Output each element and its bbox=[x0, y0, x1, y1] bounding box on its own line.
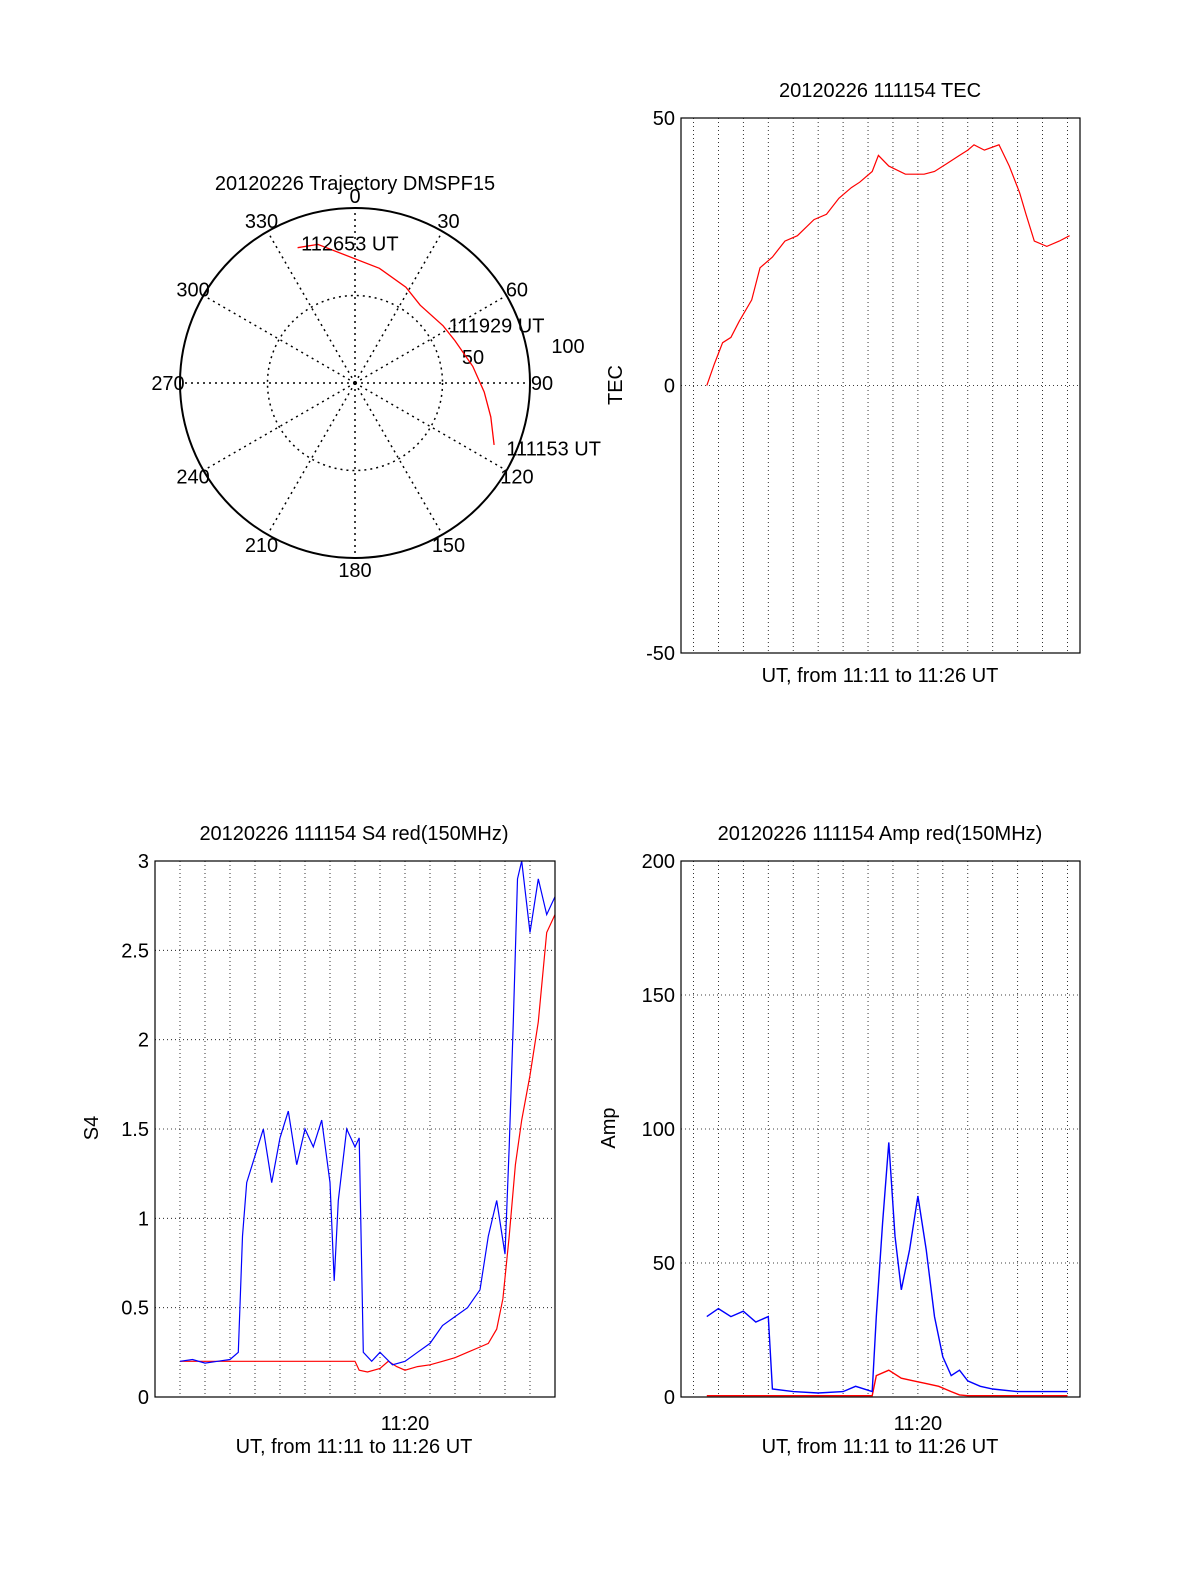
amp-title: 20120226 111154 Amp red(150MHz) bbox=[718, 823, 1043, 845]
y-tick-label: 1 bbox=[138, 1208, 149, 1230]
tec-panel: 20120226 111154 TEC UT, from 11:11 to 11… bbox=[605, 80, 1081, 687]
y-tick-label: 3 bbox=[138, 851, 149, 873]
tec-title: 20120226 111154 TEC bbox=[779, 80, 981, 102]
series-line-red bbox=[706, 1369, 1068, 1397]
s4-xlabel: UT, from 11:11 to 11:26 UT bbox=[236, 1436, 473, 1458]
y-tick-label: 100 bbox=[642, 1119, 675, 1141]
azimuth-tick-label: 270 bbox=[151, 373, 184, 395]
y-tick-label: 2 bbox=[138, 1030, 149, 1052]
radial-tick-label: 100 bbox=[551, 336, 584, 358]
plot-frame bbox=[680, 117, 1081, 654]
polar-grid bbox=[179, 207, 531, 559]
s4-panel: 20120226 111154 S4 red(150MHz) UT, from … bbox=[81, 823, 556, 1458]
azimuth-tick-label: 210 bbox=[245, 535, 278, 557]
y-tick-label: 0 bbox=[664, 376, 675, 398]
plot-frame bbox=[154, 860, 556, 1398]
polar-spoke bbox=[203, 382, 356, 472]
trajectory-time-label: 112653 UT bbox=[301, 233, 398, 255]
radial-tick-label: 50 bbox=[462, 347, 484, 369]
trajectory-title: 20120226 Trajectory DMSPF15 bbox=[215, 173, 495, 195]
azimuth-tick-label: 330 bbox=[245, 211, 278, 233]
x-tick-label: 11:20 bbox=[894, 1413, 943, 1435]
azimuth-tick-label: 0 bbox=[349, 186, 360, 208]
azimuth-tick-label: 150 bbox=[432, 535, 465, 557]
tec-xlabel: UT, from 11:11 to 11:26 UT bbox=[762, 665, 999, 687]
polar-labels: 0 30 60 90 120 150 180 210 240 270 300 330 50 100 bbox=[151, 186, 584, 582]
y-tick-label: 1.5 bbox=[121, 1119, 149, 1141]
amp-xlabel: UT, from 11:11 to 11:26 UT bbox=[762, 1436, 999, 1458]
tec-ylabel: TEC bbox=[605, 365, 627, 405]
tec-plot-area: -50 0 50 bbox=[646, 108, 1081, 665]
polar-spoke bbox=[354, 382, 444, 535]
trajectory-line bbox=[297, 243, 495, 445]
s4-ylabel: S4 bbox=[81, 1116, 103, 1140]
trajectory-time-label: 111153 UT bbox=[506, 438, 601, 460]
polar-spoke bbox=[354, 382, 507, 472]
azimuth-tick-label: 60 bbox=[506, 280, 528, 302]
y-tick-label: -50 bbox=[646, 643, 675, 665]
polar-spoke bbox=[266, 382, 356, 535]
y-tick-label: 50 bbox=[653, 1253, 675, 1275]
azimuth-tick-label: 180 bbox=[338, 560, 371, 582]
trajectory-time-label: 111929 UT bbox=[448, 316, 544, 338]
series-line-blue bbox=[179, 861, 555, 1366]
azimuth-tick-label: 90 bbox=[531, 373, 553, 395]
series-line-red bbox=[180, 914, 555, 1373]
series-line-red bbox=[706, 144, 1070, 386]
y-tick-label: 0 bbox=[138, 1387, 149, 1409]
y-tick-label: 150 bbox=[642, 985, 675, 1007]
series-line-blue bbox=[706, 1142, 1068, 1394]
y-tick-label: 50 bbox=[653, 108, 675, 130]
polar-spoke bbox=[266, 231, 356, 384]
amp-panel: 20120226 111154 Amp red(150MHz) UT, from… bbox=[598, 823, 1081, 1458]
polar-annotations: 112653 UT 111929 UT 111153 UT bbox=[301, 233, 601, 460]
azimuth-tick-label: 30 bbox=[437, 211, 459, 233]
azimuth-tick-label: 120 bbox=[500, 467, 533, 489]
y-tick-label: 0.5 bbox=[121, 1298, 149, 1320]
y-tick-label: 0 bbox=[664, 1387, 675, 1409]
polar-inner-ring bbox=[266, 294, 444, 472]
y-tick-label: 2.5 bbox=[121, 940, 149, 962]
trajectory-panel: 20120226 Trajectory DMSPF15 0 30 60 90 120 15… bbox=[151, 173, 601, 582]
azimuth-tick-label: 240 bbox=[176, 467, 209, 489]
polar-spoke bbox=[354, 294, 507, 384]
y-tick-label: 200 bbox=[642, 851, 675, 873]
polar-spoke bbox=[354, 231, 444, 384]
amp-plot-area: 0 50 100 150 200 11:20 bbox=[642, 851, 1081, 1435]
polar-spoke bbox=[203, 294, 356, 384]
azimuth-tick-label: 300 bbox=[176, 280, 209, 302]
s4-plot-area: 0 0.5 1 1.5 2 2.5 3 11:20 bbox=[121, 851, 556, 1435]
polar-track bbox=[297, 243, 495, 445]
amp-ylabel: Amp bbox=[598, 1107, 620, 1148]
plot-frame bbox=[680, 860, 1081, 1398]
x-tick-label: 11:20 bbox=[381, 1413, 430, 1435]
s4-title: 20120226 111154 S4 red(150MHz) bbox=[199, 823, 508, 845]
